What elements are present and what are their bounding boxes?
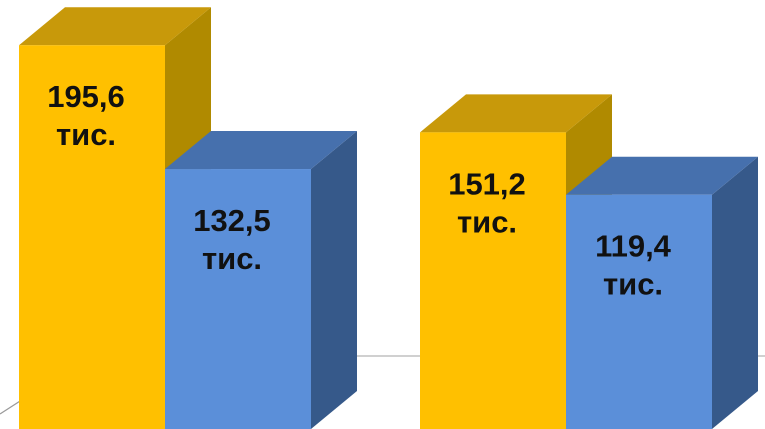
bar-front-face bbox=[566, 194, 712, 429]
data-label-value: 195,6 bbox=[47, 79, 125, 114]
data-label-value: 119,4 bbox=[595, 229, 672, 264]
data-label-value: 151,2 bbox=[448, 166, 526, 201]
data-label: 151,2 тис. bbox=[448, 166, 526, 239]
bar-side-face bbox=[311, 131, 357, 429]
data-label: 132,5 тис. bbox=[193, 203, 271, 276]
data-label-unit: тис. bbox=[56, 117, 116, 152]
bar-top-face bbox=[165, 131, 357, 170]
bar: 119,4 тис. bbox=[566, 156, 758, 429]
bar-side-face bbox=[712, 156, 758, 429]
bar-series: 195,6 тис.132,5 тис.151,2 тис.119,4 тис. bbox=[19, 7, 758, 429]
bar-front-face bbox=[165, 169, 311, 429]
bar-front-face bbox=[420, 132, 566, 429]
data-label: 119,4 тис. bbox=[595, 229, 672, 302]
data-label-unit: тис. bbox=[603, 267, 663, 302]
data-label-value: 132,5 bbox=[193, 203, 271, 238]
bar-top-face bbox=[566, 156, 758, 195]
data-label: 195,6 тис. bbox=[47, 79, 125, 152]
data-label-unit: тис. bbox=[457, 204, 517, 239]
bar-front-face bbox=[19, 45, 165, 429]
data-label-unit: тис. bbox=[202, 241, 262, 276]
bar: 132,5 тис. bbox=[165, 131, 357, 429]
bar-top-face bbox=[420, 94, 612, 133]
bar-top-face bbox=[19, 7, 211, 46]
